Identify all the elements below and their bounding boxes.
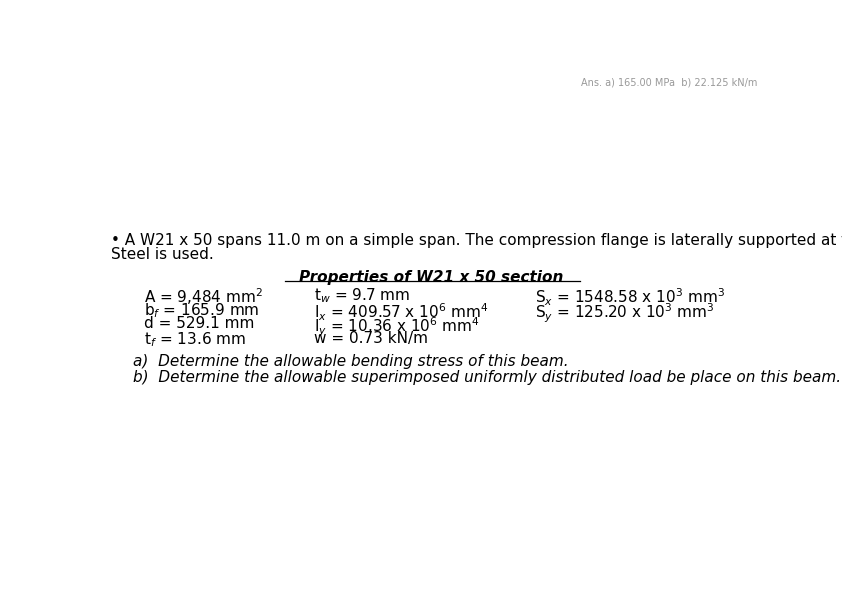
Text: Properties of W21 x 50 section: Properties of W21 x 50 section: [300, 270, 563, 285]
Text: • A W21 x 50 spans 11.0 m on a simple span. The compression flange is laterally : • A W21 x 50 spans 11.0 m on a simple sp…: [111, 233, 842, 248]
Text: t$_w$ = 9.7 mm: t$_w$ = 9.7 mm: [315, 287, 411, 305]
Text: A = 9,484 mm$^2$: A = 9,484 mm$^2$: [144, 287, 263, 307]
Text: d = 529.1 mm: d = 529.1 mm: [144, 316, 254, 331]
Text: Ans. a) 165.00 MPa  b) 22.125 kN/m: Ans. a) 165.00 MPa b) 22.125 kN/m: [582, 77, 758, 87]
Text: b$_f$ = 165.9 mm: b$_f$ = 165.9 mm: [144, 301, 259, 320]
Text: I$_y$ = 10.36 x 10$^6$ mm$^4$: I$_y$ = 10.36 x 10$^6$ mm$^4$: [315, 316, 481, 339]
Text: Steel is used.: Steel is used.: [111, 247, 214, 262]
Text: t$_f$ = 13.6 mm: t$_f$ = 13.6 mm: [144, 331, 246, 349]
Text: S$_x$ = 1548.58 x 10$^3$ mm$^3$: S$_x$ = 1548.58 x 10$^3$ mm$^3$: [536, 287, 726, 308]
Text: a)  Determine the allowable bending stress of this beam.: a) Determine the allowable bending stres…: [133, 355, 569, 370]
Text: S$_y$ = 125.20 x 10$^3$ mm$^3$: S$_y$ = 125.20 x 10$^3$ mm$^3$: [536, 301, 715, 325]
Text: I$_x$ = 409.57 x 10$^6$ mm$^4$: I$_x$ = 409.57 x 10$^6$ mm$^4$: [315, 301, 489, 323]
Text: b)  Determine the allowable superimposed uniformly distributed load be place on : b) Determine the allowable superimposed …: [133, 370, 841, 385]
Text: w = 0.73 kN/m: w = 0.73 kN/m: [315, 331, 429, 346]
